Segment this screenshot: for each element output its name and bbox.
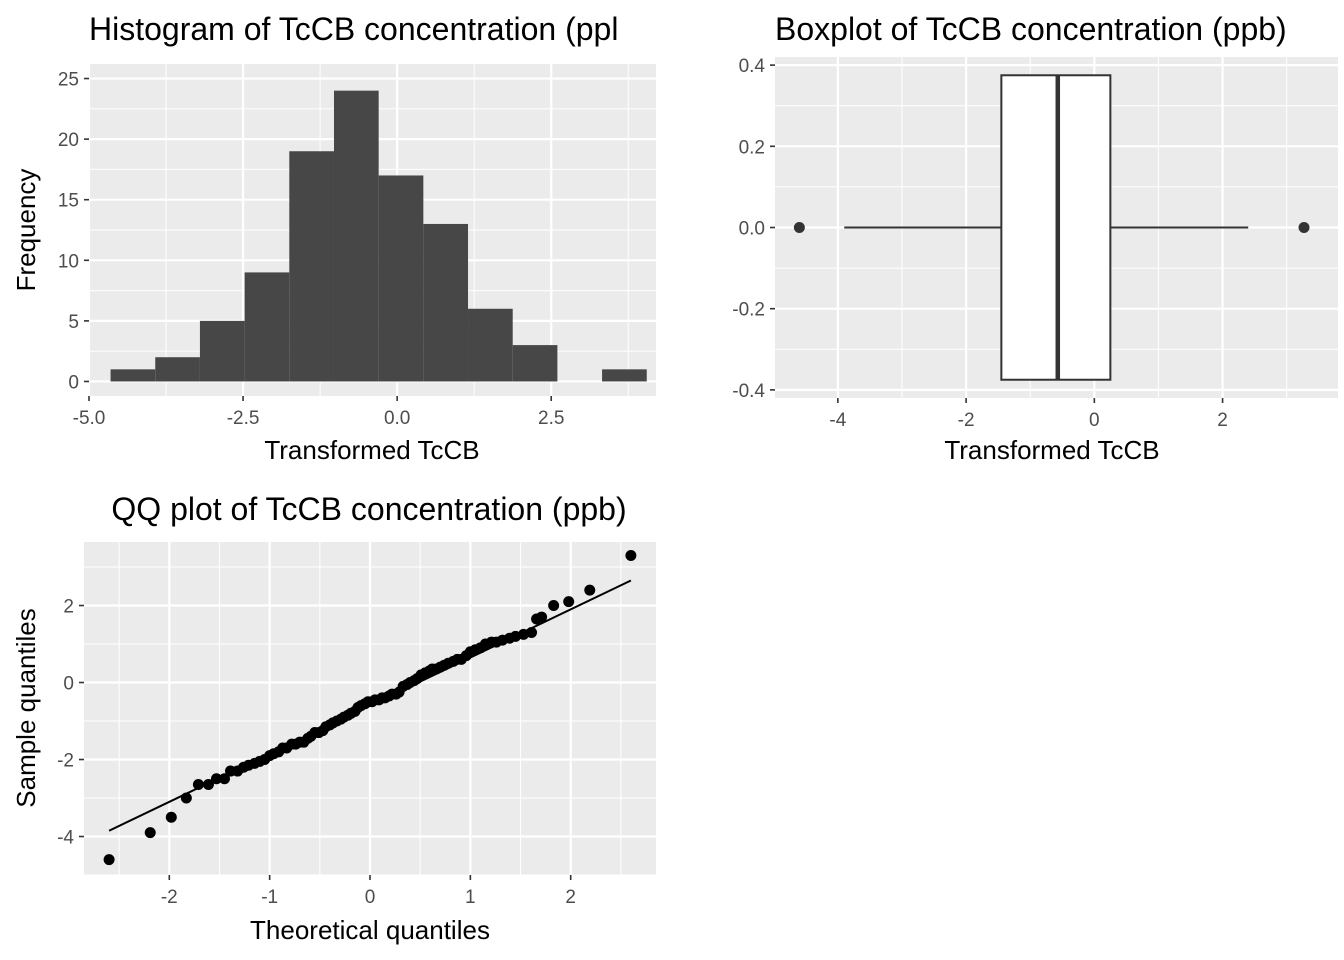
boxplot-outlier-point: [793, 222, 805, 233]
boxplot-y-tick-label: 0.2: [739, 137, 765, 158]
qq-point: [103, 854, 115, 866]
boxplot-outlier-point: [1298, 222, 1310, 233]
qq-point: [210, 773, 222, 785]
boxplot-y-tick-label: -0.4: [732, 381, 765, 402]
histogram-panel: Histogram of TcCB concentration (ppl -5.…: [11, 11, 656, 465]
histogram-x-axis-label: Transformed TcCB: [264, 435, 479, 465]
boxplot-x-tick-label: 2: [1217, 410, 1228, 431]
qq-y-tick-label: 0: [63, 674, 74, 695]
qq-point: [144, 827, 156, 839]
boxplot-x-tick-label: -2: [958, 410, 975, 431]
histogram-bar: [289, 151, 334, 382]
qq-y-tick-label: 2: [63, 597, 74, 618]
qq-point: [584, 584, 596, 596]
histogram-bar: [378, 175, 424, 382]
histogram-bar: [110, 369, 156, 382]
qq-point: [526, 626, 538, 638]
histogram-y-tick-label: 0: [68, 372, 79, 393]
qq-panel: QQ plot of TcCB concentration (ppb) -2 -1…: [11, 491, 656, 945]
histogram-bar: [244, 272, 290, 382]
histogram-y-tick-label: 25: [58, 70, 79, 91]
histogram-bar: [468, 308, 513, 382]
histogram-bar: [199, 320, 245, 382]
qq-x-tick-label: 0: [365, 887, 376, 908]
qq-point: [625, 549, 637, 561]
boxplot-title: Boxplot of TcCB concentration (ppb): [775, 11, 1287, 47]
qq-point: [192, 779, 204, 791]
histogram-y-tick-label: 15: [58, 191, 79, 212]
boxplot-y-tick-label: 0.4: [739, 56, 766, 77]
qq-ticks: -2 -1 0 1 2 -4 -2 0 2: [57, 597, 576, 908]
histogram-x-tick-label: 0.0: [384, 408, 410, 429]
histogram-bars: [110, 90, 647, 382]
qq-y-tick-label: -2: [57, 751, 74, 772]
qq-point: [165, 811, 177, 823]
boxplot-x-axis-label: Transformed TcCB: [944, 435, 1159, 465]
boxplot-panel: Boxplot of TcCB concentration (ppb) -4 -2…: [732, 11, 1338, 465]
qq-gridlines: [84, 542, 656, 876]
qq-x-tick-label: 2: [565, 887, 576, 908]
qq-y-axis-label: Sample quantiles: [11, 608, 41, 807]
qq-point: [548, 600, 560, 612]
qq-x-axis-label: Theoretical quantiles: [250, 915, 490, 945]
qq-point: [218, 773, 230, 785]
boxplot-y-tick-label: 0.0: [739, 219, 765, 240]
qq-point: [563, 596, 575, 608]
boxplot-elements: [793, 74, 1310, 381]
qq-y-tick-label: -4: [57, 828, 74, 849]
histogram-bar: [155, 357, 200, 382]
histogram-y-tick-label: 5: [68, 312, 79, 333]
boxplot-x-tick-label: 0: [1089, 410, 1100, 431]
qq-x-tick-label: -1: [261, 887, 278, 908]
histogram-bar: [512, 345, 558, 382]
histogram-x-tick-label: 2.5: [538, 408, 564, 429]
histogram-y-tick-label: 20: [58, 130, 79, 151]
histogram-y-axis-label: Frequency: [11, 169, 41, 292]
boxplot-ticks: -4 -2 0 2 -0.4 -0.2 0.0 0.2 0.4: [732, 56, 1228, 431]
qq-point: [180, 792, 192, 804]
boxplot-x-tick-label: -4: [829, 410, 846, 431]
boxplot-y-tick-label: -0.2: [732, 300, 765, 321]
histogram-y-tick-label: 10: [58, 251, 79, 272]
qq-point: [202, 779, 214, 791]
histogram-ticks: -5.0 -2.5 0.0 2.5 0 5 10 15 20 25: [58, 70, 565, 429]
histogram-bar: [423, 223, 469, 382]
qq-x-tick-label: 1: [465, 887, 476, 908]
histogram-bar: [602, 369, 647, 382]
histogram-title: Histogram of TcCB concentration (ppl: [89, 11, 618, 47]
qq-x-tick-label: -2: [161, 887, 178, 908]
qq-title: QQ plot of TcCB concentration (ppb): [111, 491, 626, 527]
qq-points: [103, 549, 637, 866]
histogram-x-tick-label: -5.0: [73, 408, 106, 429]
qq-point: [536, 611, 548, 623]
histogram-bar: [333, 90, 379, 382]
histogram-x-tick-label: -2.5: [227, 408, 260, 429]
